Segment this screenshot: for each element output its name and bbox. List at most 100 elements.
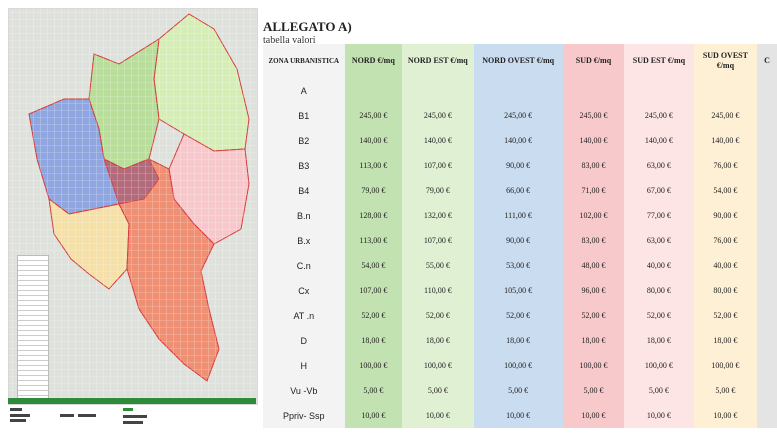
value-cell: 5,00 € xyxy=(624,378,694,403)
value-cell: 71,00 € xyxy=(562,178,625,203)
value-cell: 63,00 € xyxy=(624,228,694,253)
value-cell: 83,00 € xyxy=(562,153,625,178)
value-cell: 18,00 € xyxy=(693,328,758,353)
value-cell: 245,00 € xyxy=(562,103,625,128)
value-cell xyxy=(473,78,563,103)
column-header: SUD €/mq xyxy=(562,44,625,78)
column-header: NORD €/mq xyxy=(344,44,403,78)
table-row: B.x 113,00 €107,00 €90,00 €83,00 €63,00 €… xyxy=(263,228,777,253)
value-cell: 52,00 € xyxy=(344,303,403,328)
value-cell: 113,00 € xyxy=(344,153,403,178)
value-cell: 52,00 € xyxy=(562,303,625,328)
value-cell: 90,00 € xyxy=(473,228,563,253)
zone-cell: C.n xyxy=(263,253,345,278)
value-cell: 111,00 € xyxy=(473,203,563,228)
table-row: B3 113,00 €107,00 €90,00 €83,00 €63,00 €7… xyxy=(263,153,777,178)
value-cell: 52,00 € xyxy=(624,303,694,328)
value-cell: 113,00 € xyxy=(344,228,403,253)
values-table: ZONA URBANISTICA NORD €/mq NORD EST €/mq NO… xyxy=(263,44,777,428)
value-cell: 5,00 € xyxy=(344,378,403,403)
table-row: C.n 54,00 €55,00 €53,00 €48,00 €40,00 €40… xyxy=(263,253,777,278)
value-cell: 140,00 € xyxy=(344,128,403,153)
map-legend-table xyxy=(17,255,49,403)
value-cell: 100,00 € xyxy=(402,353,474,378)
value-cell: 245,00 € xyxy=(344,103,403,128)
value-cell: 63,00 € xyxy=(624,153,694,178)
value-cell xyxy=(757,303,777,328)
value-cell: 10,00 € xyxy=(562,403,625,428)
document-title: ALLEGATO A) xyxy=(263,19,352,34)
column-header: NORD EST €/mq xyxy=(402,44,474,78)
zone-cell: D xyxy=(263,328,345,353)
value-cell: 5,00 € xyxy=(473,378,563,403)
value-cell: 100,00 € xyxy=(473,353,563,378)
value-cell: 5,00 € xyxy=(402,378,474,403)
table-row: D 18,00 €18,00 €18,00 €18,00 €18,00 €18,0… xyxy=(263,328,777,353)
column-header: SUD OVEST €/mq xyxy=(693,44,758,78)
table-row: Vu -Vb 5,00 €5,00 €5,00 €5,00 €5,00 €5,00… xyxy=(263,378,777,403)
table-row: B1 245,00 €245,00 €245,00 €245,00 €245,00… xyxy=(263,103,777,128)
value-cell: 5,00 € xyxy=(693,378,758,403)
zoning-map-graphic xyxy=(9,9,257,404)
value-cell: 55,00 € xyxy=(402,253,474,278)
value-cell: 107,00 € xyxy=(344,278,403,303)
value-cell: 80,00 € xyxy=(624,278,694,303)
value-cell: 245,00 € xyxy=(624,103,694,128)
value-cell: 132,00 € xyxy=(402,203,474,228)
zone-cell: B1 xyxy=(263,103,345,128)
zone-cell: AT .n xyxy=(263,303,345,328)
value-cell: 76,00 € xyxy=(693,153,758,178)
map-title-bar xyxy=(8,398,256,404)
zone-cell: Ppriv- Ssp xyxy=(263,403,345,428)
zoning-map xyxy=(8,8,258,405)
value-cell: 100,00 € xyxy=(693,353,758,378)
table-row: H 100,00 €100,00 €100,00 €100,00 €100,00 … xyxy=(263,353,777,378)
value-cell: 40,00 € xyxy=(624,253,694,278)
value-cell: 76,00 € xyxy=(693,228,758,253)
table-row: Cx 107,00 €110,00 €105,00 €96,00 €80,00 €… xyxy=(263,278,777,303)
value-cell xyxy=(757,278,777,303)
value-cell: 18,00 € xyxy=(562,328,625,353)
value-cell: 128,00 € xyxy=(344,203,403,228)
value-cell: 79,00 € xyxy=(344,178,403,203)
value-cell: 96,00 € xyxy=(562,278,625,303)
value-cell: 140,00 € xyxy=(562,128,625,153)
value-cell xyxy=(344,78,403,103)
value-cell: 10,00 € xyxy=(693,403,758,428)
document-subtitle: tabella valori xyxy=(263,35,316,46)
value-cell xyxy=(757,253,777,278)
value-cell: 10,00 € xyxy=(402,403,474,428)
value-cell: 110,00 € xyxy=(402,278,474,303)
column-header: NORD OVEST €/mq xyxy=(473,44,563,78)
value-cell: 54,00 € xyxy=(344,253,403,278)
zone-cell: B.x xyxy=(263,228,345,253)
value-cell xyxy=(562,78,625,103)
value-cell: 10,00 € xyxy=(344,403,403,428)
document-page: ALLEGATO A) tabella valori ZONA URBANIST… xyxy=(258,0,777,437)
value-cell: 83,00 € xyxy=(562,228,625,253)
value-cell xyxy=(757,403,777,428)
value-cell: 80,00 € xyxy=(693,278,758,303)
value-cell: 79,00 € xyxy=(402,178,474,203)
value-cell xyxy=(757,178,777,203)
value-cell xyxy=(402,78,474,103)
value-cell: 48,00 € xyxy=(562,253,625,278)
value-cell: 40,00 € xyxy=(693,253,758,278)
value-cell xyxy=(757,78,777,103)
value-cell: 140,00 € xyxy=(624,128,694,153)
value-cell: 140,00 € xyxy=(693,128,758,153)
value-cell: 18,00 € xyxy=(473,328,563,353)
value-cell xyxy=(757,353,777,378)
value-cell: 52,00 € xyxy=(473,303,563,328)
zone-cell: A xyxy=(263,78,345,103)
value-cell xyxy=(757,378,777,403)
value-cell: 105,00 € xyxy=(473,278,563,303)
value-cell xyxy=(757,328,777,353)
value-cell: 107,00 € xyxy=(402,153,474,178)
value-cell: 245,00 € xyxy=(473,103,563,128)
value-cell: 245,00 € xyxy=(693,103,758,128)
table-row: Ppriv- Ssp 10,00 €10,00 €10,00 €10,00 €10… xyxy=(263,403,777,428)
zone-cell: B3 xyxy=(263,153,345,178)
value-cell xyxy=(757,153,777,178)
value-cell: 102,00 € xyxy=(562,203,625,228)
